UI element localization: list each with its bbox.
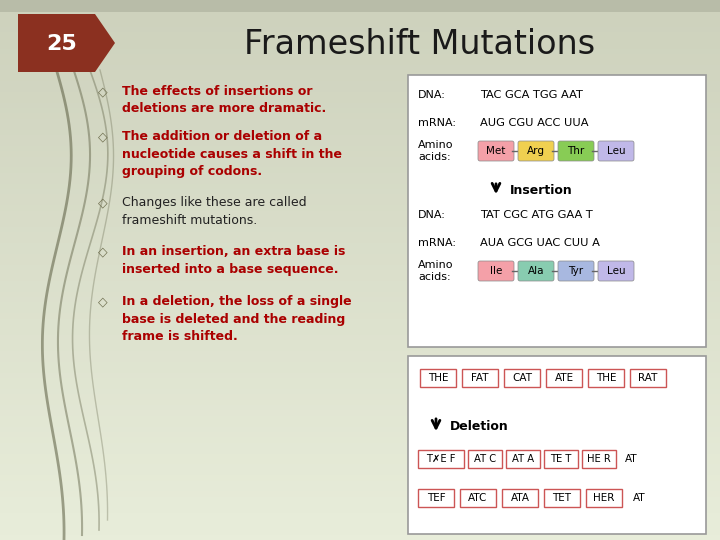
Bar bbox=[630, 369, 666, 387]
FancyBboxPatch shape bbox=[598, 261, 634, 281]
Bar bbox=[546, 369, 582, 387]
Text: In an insertion, an extra base is
inserted into a base sequence.: In an insertion, an extra base is insert… bbox=[122, 245, 346, 275]
Text: DNA:: DNA: bbox=[418, 90, 446, 100]
Text: TEF: TEF bbox=[427, 493, 445, 503]
Text: AT: AT bbox=[625, 454, 638, 464]
Text: THE: THE bbox=[428, 373, 449, 383]
Bar bbox=[544, 450, 578, 468]
Bar bbox=[506, 450, 540, 468]
Text: TET: TET bbox=[552, 493, 572, 503]
FancyBboxPatch shape bbox=[598, 141, 634, 161]
Text: Leu: Leu bbox=[607, 266, 625, 276]
Bar bbox=[502, 489, 538, 507]
Text: ◇: ◇ bbox=[98, 295, 108, 308]
Text: Tyr: Tyr bbox=[568, 266, 584, 276]
Text: HER: HER bbox=[593, 493, 615, 503]
FancyBboxPatch shape bbox=[518, 261, 554, 281]
Text: Frameshift Mutations: Frameshift Mutations bbox=[244, 28, 595, 60]
Text: RAT: RAT bbox=[639, 373, 657, 383]
FancyBboxPatch shape bbox=[408, 75, 706, 347]
Text: Met: Met bbox=[486, 146, 505, 156]
Bar bbox=[418, 450, 464, 468]
Text: ◇: ◇ bbox=[98, 85, 108, 98]
Text: Leu: Leu bbox=[607, 146, 625, 156]
Text: mRNA:: mRNA: bbox=[418, 118, 456, 128]
FancyBboxPatch shape bbox=[408, 356, 706, 534]
Text: AT A: AT A bbox=[512, 454, 534, 464]
Text: Ala: Ala bbox=[528, 266, 544, 276]
Text: FAT: FAT bbox=[472, 373, 489, 383]
Text: Changes like these are called
frameshift mutations.: Changes like these are called frameshift… bbox=[122, 196, 307, 226]
Bar bbox=[462, 369, 498, 387]
Text: ◇: ◇ bbox=[98, 246, 108, 259]
Text: The effects of insertions or
deletions are more dramatic.: The effects of insertions or deletions a… bbox=[122, 85, 326, 116]
Text: ◇: ◇ bbox=[98, 197, 108, 210]
Text: mRNA:: mRNA: bbox=[418, 238, 456, 248]
Text: ATA: ATA bbox=[510, 493, 529, 503]
Text: Arg: Arg bbox=[527, 146, 545, 156]
Text: TAT CGC ATG GAA T: TAT CGC ATG GAA T bbox=[480, 210, 593, 220]
Text: THE: THE bbox=[595, 373, 616, 383]
Text: ATE: ATE bbox=[554, 373, 574, 383]
Polygon shape bbox=[18, 14, 115, 72]
Text: AUG CGU ACC UUA: AUG CGU ACC UUA bbox=[480, 118, 588, 128]
FancyBboxPatch shape bbox=[478, 141, 514, 161]
Text: Amino
acids:: Amino acids: bbox=[418, 140, 454, 162]
FancyBboxPatch shape bbox=[518, 141, 554, 161]
Text: Insertion: Insertion bbox=[510, 185, 572, 198]
Text: 25: 25 bbox=[47, 34, 77, 54]
Bar bbox=[544, 489, 580, 507]
Text: AUA GCG UAC CUU A: AUA GCG UAC CUU A bbox=[480, 238, 600, 248]
Bar bbox=[420, 369, 456, 387]
Bar bbox=[460, 489, 496, 507]
Text: ◇: ◇ bbox=[98, 131, 108, 144]
Bar bbox=[582, 450, 616, 468]
FancyBboxPatch shape bbox=[558, 141, 594, 161]
FancyBboxPatch shape bbox=[478, 261, 514, 281]
Text: DNA:: DNA: bbox=[418, 210, 446, 220]
Bar bbox=[586, 489, 622, 507]
Bar bbox=[0, 0, 720, 12]
Text: Ile: Ile bbox=[490, 266, 502, 276]
Text: The addition or deletion of a
nucleotide causes a shift in the
grouping of codon: The addition or deletion of a nucleotide… bbox=[122, 130, 342, 178]
Text: TAC GCA TGG AAT: TAC GCA TGG AAT bbox=[480, 90, 583, 100]
Text: T✗E F: T✗E F bbox=[426, 454, 456, 464]
Text: ATC: ATC bbox=[468, 493, 487, 503]
Text: CAT: CAT bbox=[512, 373, 532, 383]
FancyBboxPatch shape bbox=[558, 261, 594, 281]
Text: AT C: AT C bbox=[474, 454, 496, 464]
Text: Thr: Thr bbox=[567, 146, 585, 156]
Text: HE R: HE R bbox=[587, 454, 611, 464]
Bar bbox=[588, 369, 624, 387]
Text: AT: AT bbox=[633, 493, 646, 503]
Text: TE T: TE T bbox=[550, 454, 572, 464]
Text: Deletion: Deletion bbox=[450, 420, 509, 433]
Bar bbox=[418, 489, 454, 507]
Bar bbox=[504, 369, 540, 387]
Bar bbox=[468, 450, 502, 468]
Text: In a deletion, the loss of a single
base is deleted and the reading
frame is shi: In a deletion, the loss of a single base… bbox=[122, 295, 351, 343]
Text: Amino
acids:: Amino acids: bbox=[418, 260, 454, 282]
